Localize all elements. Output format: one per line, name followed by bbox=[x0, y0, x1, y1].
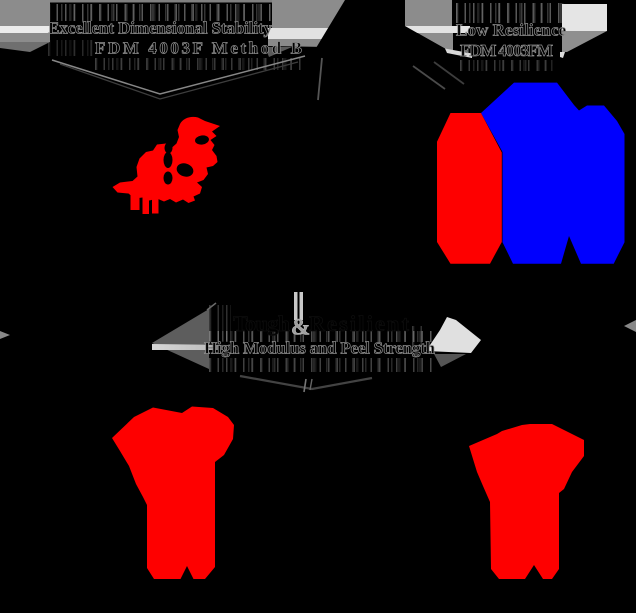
svg-text:Excellent Dimensional Stabilit: Excellent Dimensional Stability bbox=[48, 19, 273, 38]
svg-text:FDM 4003FM: FDM 4003FM bbox=[460, 41, 553, 60]
svg-text:FDM 4003F Method B: FDM 4003F Method B bbox=[95, 39, 302, 58]
svg-text:Resilient: Resilient bbox=[309, 311, 410, 336]
svg-text:Tough: Tough bbox=[233, 311, 290, 336]
svg-text:&: & bbox=[291, 315, 310, 340]
svg-text:High Modulus and Peel Strength: High Modulus and Peel Strength bbox=[204, 339, 436, 358]
svg-text:Low Resilience: Low Resilience bbox=[456, 21, 566, 40]
